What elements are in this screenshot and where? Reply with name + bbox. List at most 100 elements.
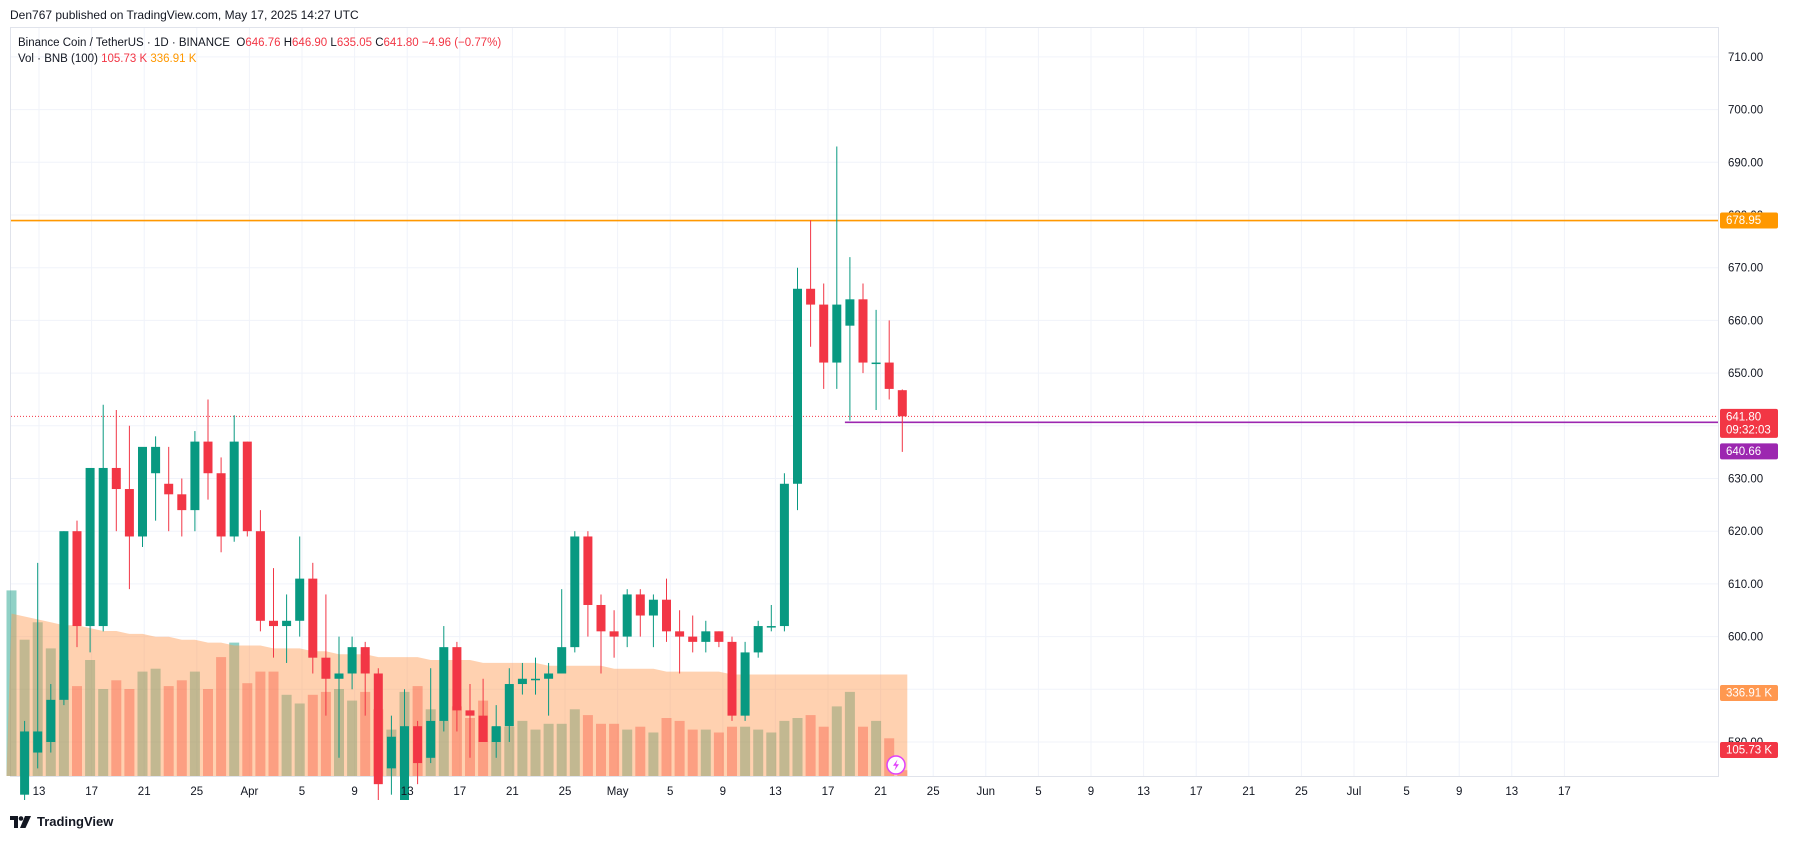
candle xyxy=(373,668,383,800)
candle xyxy=(242,441,252,537)
candle-body xyxy=(85,467,95,627)
volume-bar xyxy=(216,657,227,776)
price-tick-label: 710.00 xyxy=(1728,52,1763,64)
legend-high-label: H xyxy=(283,37,293,49)
candle xyxy=(386,715,396,795)
volume-bar xyxy=(700,729,711,776)
time-tick-label: 25 xyxy=(559,786,572,798)
candle-body xyxy=(583,536,593,605)
candle-body xyxy=(282,620,292,627)
candle xyxy=(531,657,540,695)
volume-bar xyxy=(727,726,737,776)
volume-bar xyxy=(111,680,122,776)
legend-volume-label: Vol · BNB (100) xyxy=(18,53,98,65)
legend-open-label: O xyxy=(236,37,246,49)
candle xyxy=(46,684,56,753)
legend-symbol: Binance Coin / TetherUS · 1D · BINANCE xyxy=(18,37,230,49)
volume-ma-badge-bg xyxy=(1720,685,1778,701)
volume-bar xyxy=(779,720,790,776)
volume-bar xyxy=(871,720,882,776)
volume-bar xyxy=(72,686,82,776)
price-tick-label: 610.00 xyxy=(1728,579,1763,591)
candle xyxy=(753,620,763,658)
candle-body xyxy=(622,594,632,637)
volume-bar xyxy=(556,723,567,776)
candle xyxy=(766,604,776,632)
candle-body xyxy=(779,483,789,627)
footer-brand[interactable]: TradingView xyxy=(10,814,113,829)
bolt-icon[interactable] xyxy=(886,755,906,775)
volume-bar xyxy=(163,686,174,776)
candle xyxy=(308,562,318,674)
candle-body xyxy=(491,726,501,742)
candle-body xyxy=(793,288,802,484)
candle-body xyxy=(675,631,685,637)
volume-bar xyxy=(622,729,633,776)
volume-bar xyxy=(504,726,515,776)
volume-bar xyxy=(897,770,908,776)
time-tick-label: 21 xyxy=(874,786,887,798)
candle-body xyxy=(308,578,318,658)
candle xyxy=(20,720,30,800)
candle-body xyxy=(635,594,645,616)
candle xyxy=(413,720,423,785)
candle xyxy=(517,662,527,695)
candle xyxy=(688,615,698,653)
candle xyxy=(229,415,239,542)
candle xyxy=(255,510,265,632)
candle xyxy=(491,705,501,758)
candle xyxy=(897,389,907,452)
candles xyxy=(20,146,907,800)
volume-bar xyxy=(753,729,764,776)
candle xyxy=(662,578,671,642)
candle xyxy=(635,589,645,637)
candle-body xyxy=(714,631,724,642)
candle-body xyxy=(98,467,108,627)
volume-bar xyxy=(530,729,541,776)
legend-price-row: Binance Coin / TetherUS · 1D · BINANCE O… xyxy=(18,35,501,51)
price-tick-label: 600.00 xyxy=(1728,632,1763,644)
candle xyxy=(164,446,174,532)
candle xyxy=(871,309,881,410)
legend-volume-row: Vol · BNB (100) 105.73 K 336.91 K xyxy=(18,51,501,67)
candle-body xyxy=(897,390,907,417)
volume-bar xyxy=(805,715,816,776)
time-tick-label: 17 xyxy=(453,786,466,798)
candle-body xyxy=(151,446,161,474)
candle-body xyxy=(766,626,776,628)
legend-change: −4.96 (−0.77%) xyxy=(421,37,502,49)
candle-body xyxy=(439,647,449,721)
volume-bar xyxy=(713,732,724,776)
candle xyxy=(701,620,711,653)
candle-body xyxy=(138,446,147,537)
time-tick-label: Jul xyxy=(1347,786,1362,798)
candle-body xyxy=(452,647,462,711)
volume-bar xyxy=(766,732,777,776)
candle xyxy=(845,257,855,421)
candle-body xyxy=(570,536,580,648)
price-tick-label: 620.00 xyxy=(1728,526,1763,538)
footer-brand-label: TradingView xyxy=(37,814,114,829)
volume-bar xyxy=(268,671,279,776)
candle-body xyxy=(557,647,567,674)
price-tick-label: 650.00 xyxy=(1728,368,1763,380)
candle xyxy=(360,641,370,716)
last-price-badge-text: 641.80 xyxy=(1726,411,1761,423)
candle xyxy=(124,425,134,590)
candle xyxy=(452,641,462,732)
candle xyxy=(779,473,789,632)
candle xyxy=(570,531,580,653)
candle xyxy=(648,594,658,648)
candle-body xyxy=(347,647,357,674)
legend-low-label: L xyxy=(330,37,337,49)
volume-bar xyxy=(98,689,109,776)
resistance-badge-bg xyxy=(1720,212,1778,229)
volume-bar xyxy=(229,642,240,776)
price-chart[interactable]: 710.00700.00690.00680.00670.00660.00650.… xyxy=(0,0,1794,800)
candle-body xyxy=(478,715,488,742)
volume-bar xyxy=(176,680,187,776)
candle-body xyxy=(373,673,383,785)
volume-bar xyxy=(451,706,462,776)
chart-legend: Binance Coin / TetherUS · 1D · BINANCE O… xyxy=(18,35,501,67)
